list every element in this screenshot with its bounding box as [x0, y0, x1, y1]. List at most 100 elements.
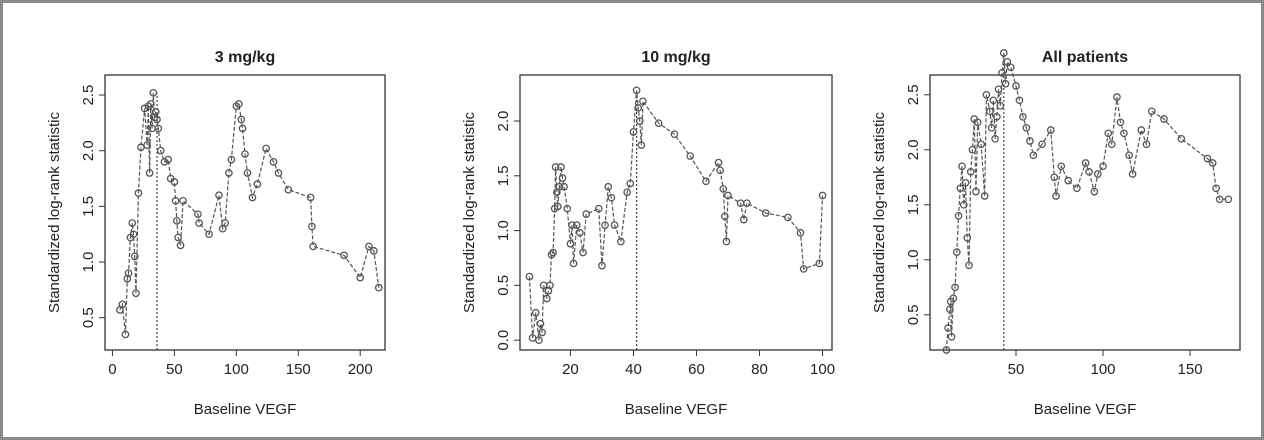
y-axis-label: Standardized log-rank statistic	[46, 112, 63, 313]
point	[551, 163, 560, 171]
point	[966, 167, 975, 176]
point	[149, 88, 158, 97]
point	[987, 123, 996, 132]
point	[194, 210, 202, 219]
point	[566, 239, 575, 248]
point	[227, 155, 236, 164]
point	[1208, 159, 1217, 167]
point	[818, 191, 827, 200]
point	[998, 68, 1006, 77]
point	[1212, 184, 1221, 193]
point	[1006, 63, 1015, 72]
point	[686, 152, 695, 160]
point	[739, 215, 748, 224]
point	[531, 308, 540, 317]
point	[949, 294, 958, 303]
point	[982, 90, 991, 99]
y-tick-label: 2.0	[80, 140, 97, 161]
point	[654, 119, 663, 128]
point	[626, 179, 635, 188]
point	[356, 273, 365, 282]
point	[156, 146, 165, 155]
point	[195, 219, 204, 227]
x-axis-label: Baseline VEGF	[625, 401, 728, 418]
y-tick-label: 0.5	[80, 307, 97, 328]
point	[1104, 129, 1113, 138]
point	[629, 128, 638, 136]
y-tick-label: 0.5	[905, 304, 922, 325]
point	[365, 242, 373, 251]
point	[815, 259, 824, 268]
point	[225, 169, 233, 177]
point	[670, 130, 679, 139]
point	[959, 200, 968, 209]
point	[719, 185, 728, 193]
point	[1142, 140, 1151, 149]
point	[262, 144, 270, 153]
point	[121, 330, 130, 339]
point	[623, 188, 632, 197]
point	[604, 182, 613, 191]
x-tick-label: 0	[108, 361, 116, 378]
point	[579, 248, 587, 257]
point	[999, 49, 1008, 57]
point	[951, 283, 959, 292]
point	[153, 115, 161, 124]
point	[582, 210, 591, 218]
y-tick-label: 2.0	[905, 139, 922, 160]
point	[956, 184, 965, 193]
point	[130, 252, 139, 261]
point	[171, 196, 180, 205]
point	[170, 178, 179, 186]
point	[555, 182, 564, 191]
point	[1160, 115, 1168, 123]
point	[724, 191, 732, 200]
point	[986, 107, 994, 116]
x-tick-label: 100	[810, 361, 835, 378]
point	[525, 272, 534, 281]
point	[154, 124, 163, 133]
x-tick-label: 40	[625, 361, 642, 378]
point	[535, 336, 543, 344]
point	[309, 242, 317, 251]
point	[598, 261, 606, 270]
point	[972, 187, 980, 196]
point	[576, 228, 584, 237]
y-tick-label: 2.5	[905, 84, 922, 105]
series-line	[119, 92, 380, 335]
plot-box	[519, 74, 833, 351]
point	[1038, 140, 1046, 149]
point	[716, 166, 724, 175]
x-tick-label: 100	[224, 361, 249, 378]
point	[594, 204, 603, 213]
point	[1093, 170, 1102, 178]
point	[1120, 129, 1128, 138]
point	[639, 97, 647, 106]
point	[980, 192, 989, 200]
point	[945, 305, 954, 314]
point	[129, 230, 138, 239]
point	[215, 191, 223, 200]
y-tick-label: 1.5	[495, 165, 512, 186]
point	[1057, 162, 1066, 171]
point	[546, 281, 554, 290]
point	[635, 117, 644, 125]
point	[173, 217, 181, 225]
point	[1046, 126, 1055, 134]
panel-title: 3 mg/kg	[215, 49, 275, 66]
y-tick-label: 1.0	[905, 249, 922, 270]
point	[1125, 151, 1133, 160]
point	[610, 221, 619, 229]
point	[961, 178, 970, 187]
point	[632, 86, 641, 95]
x-tick-label: 20	[562, 361, 579, 378]
x-tick-label: 150	[1178, 361, 1203, 378]
x-axis-label: Baseline VEGF	[194, 401, 297, 418]
point	[174, 233, 182, 242]
point	[145, 169, 154, 177]
point	[958, 162, 966, 171]
point	[205, 230, 213, 239]
x-tick-label: 100	[1090, 361, 1115, 378]
point	[714, 158, 723, 167]
